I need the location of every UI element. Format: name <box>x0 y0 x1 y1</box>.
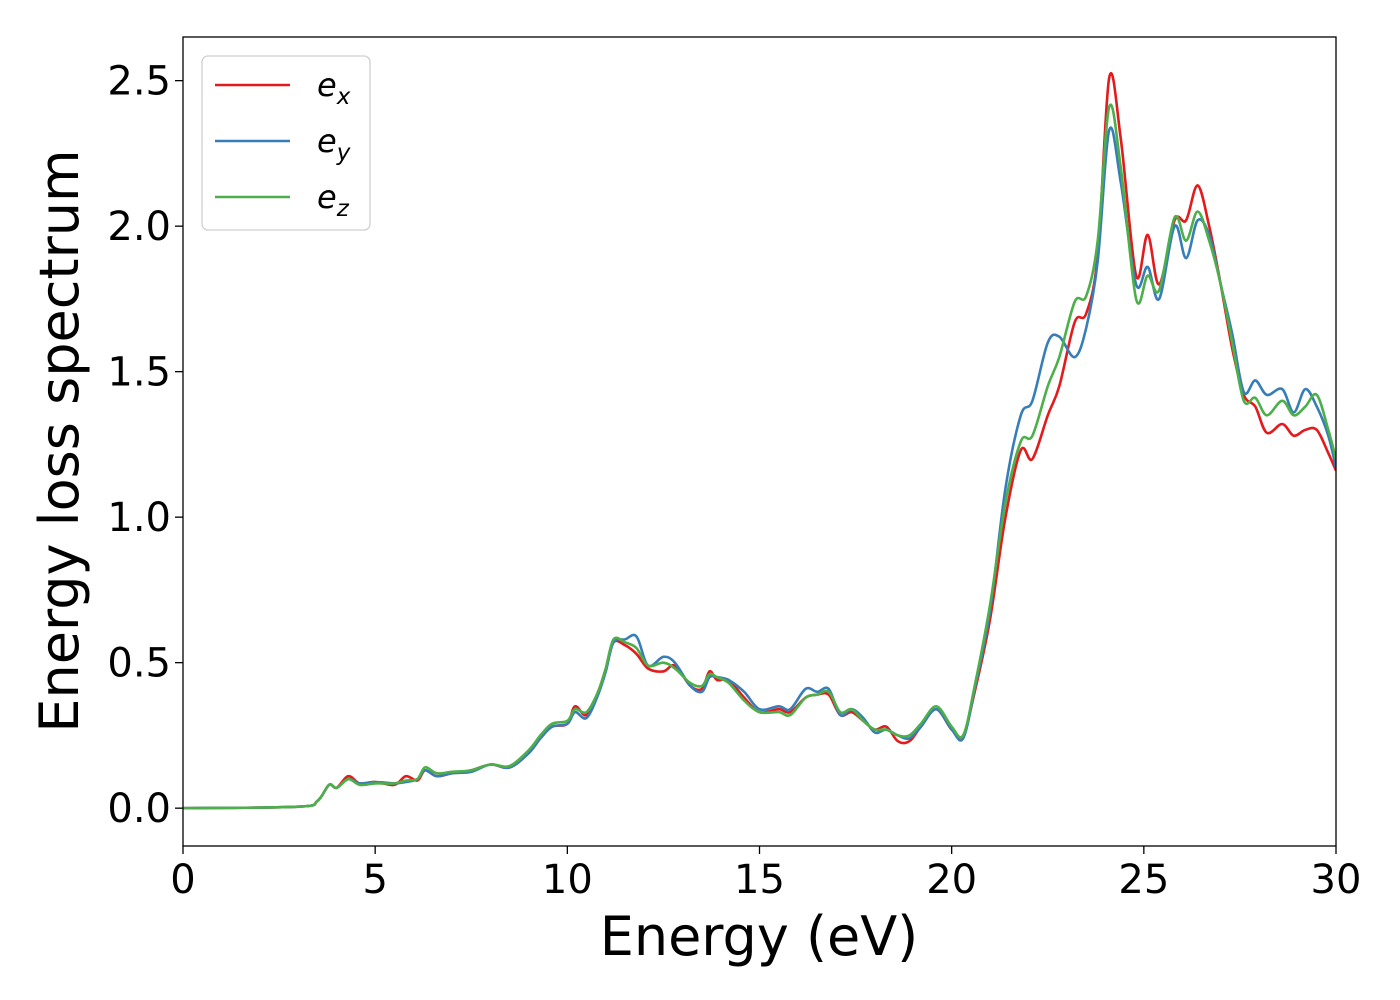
legend-label-x: ex <box>317 66 351 110</box>
legend-box <box>201 55 371 231</box>
x-tick-label: 15 <box>734 857 785 903</box>
x-tick-label: 10 <box>542 857 593 903</box>
y-tick-label: 1.5 <box>107 350 171 396</box>
y-tick-label: 2.5 <box>107 59 171 105</box>
x-tick-label: 25 <box>1118 857 1169 903</box>
x-tick-label: 20 <box>926 857 977 903</box>
legend-label-z: ez <box>317 178 350 222</box>
axes: 0 5 10 15 20 25 30 0.0 0.5 1.0 1.5 2.0 2.5 <box>107 36 1362 903</box>
plot-lines <box>183 71 1336 810</box>
legend: ex ey ez <box>201 55 371 231</box>
series-line-y <box>183 126 1336 810</box>
x-tick-label: 5 <box>362 857 387 903</box>
y-tick-label: 1.0 <box>107 495 171 541</box>
legend-label-y: ey <box>317 122 351 166</box>
x-tick-label: 30 <box>1311 857 1362 903</box>
y-tick-label: 2.0 <box>107 204 171 250</box>
series-line-z <box>183 103 1336 810</box>
x-axis-title: Energy (eV) <box>600 905 919 968</box>
x-tick-label: 0 <box>170 857 195 903</box>
y-tick-label: 0.0 <box>107 786 171 832</box>
y-axis-title: Energy loss spectrum <box>28 149 91 732</box>
y-tick-label: 0.5 <box>107 641 171 687</box>
